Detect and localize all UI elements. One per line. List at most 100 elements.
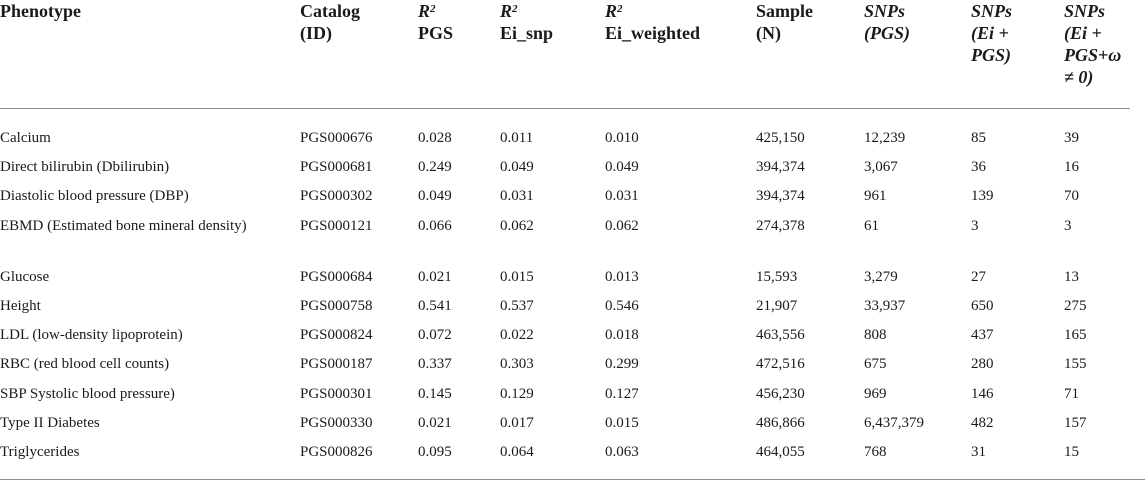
cell-sample: 21,907	[756, 297, 798, 314]
cell-r2-ei-weighted: 0.031	[605, 188, 639, 205]
cell-r2-ei-weighted: 0.013	[605, 268, 639, 285]
cell-r2-pgs: 0.049	[418, 188, 452, 205]
cell-r2-pgs: 0.066	[418, 217, 452, 234]
table-row: Direct bilirubin (Dbilirubin) PGS000681 0.…	[0, 157, 1130, 186]
cell-phenotype: RBC (red blood cell counts)	[0, 356, 170, 373]
header-text: (ID)	[300, 23, 332, 43]
header-text: SNPs	[864, 1, 906, 21]
header-text: ≠ 0)	[1064, 67, 1094, 87]
cell-snps-pgs: 808	[864, 327, 887, 344]
cell-sample: 274,378	[756, 217, 805, 234]
header-text: (Ei +	[971, 23, 1009, 43]
cell-snps-ei-pgs: 146	[971, 385, 994, 402]
cell-snps-ei-pgs-omega: 13	[1064, 268, 1079, 285]
cell-r2-ei-weighted: 0.049	[605, 159, 639, 175]
header-row: Phenotype Catalog (ID) R2 PGS R2 Ei_snp …	[0, 0, 1130, 109]
header-r2-symbol: R2	[418, 1, 436, 21]
header-text: SNPs	[1064, 1, 1106, 21]
cell-r2-ei-snp: 0.537	[500, 297, 534, 314]
cell-r2-ei-snp: 0.022	[500, 327, 534, 344]
cell-catalog: PGS000301	[300, 385, 373, 402]
cell-r2-pgs: 0.145	[418, 385, 452, 402]
cell-snps-ei-pgs-omega: 157	[1064, 415, 1087, 432]
cell-r2-ei-weighted: 0.299	[605, 356, 639, 373]
cell-snps-pgs: 3,067	[864, 159, 898, 175]
table-row: LDL (low-density lipoprotein) PGS000824 0.…	[0, 325, 1130, 354]
cell-r2-ei-snp: 0.011	[500, 130, 534, 146]
cell-sample: 15,593	[756, 268, 798, 285]
cell-sample: 425,150	[756, 130, 805, 146]
header-text: PGS)	[971, 45, 1011, 65]
table-row: Type II Diabetes PGS000330 0.021 0.017 0.015…	[0, 413, 1130, 442]
header-text: (N)	[756, 23, 781, 43]
cell-snps-ei-pgs: 482	[971, 415, 994, 432]
cell-r2-ei-snp: 0.015	[500, 268, 534, 285]
cell-catalog: PGS000121	[300, 217, 373, 234]
cell-r2-ei-snp: 0.017	[500, 415, 534, 432]
cell-snps-ei-pgs-omega: 39	[1064, 130, 1079, 146]
cell-snps-pgs: 6,437,379	[864, 415, 924, 432]
header-snps-ei-pgs: SNPs (Ei + PGS)	[971, 0, 1064, 109]
cell-phenotype: Calcium	[0, 130, 51, 146]
cell-r2-ei-weighted: 0.018	[605, 327, 639, 344]
cell-snps-ei-pgs-omega: 15	[1064, 444, 1079, 461]
header-text: Ei_snp	[500, 23, 554, 43]
cell-snps-ei-pgs-omega: 71	[1064, 385, 1079, 402]
cell-snps-pgs: 3,279	[864, 268, 898, 285]
header-text: Sample	[756, 1, 814, 21]
table-row: SBP Systolic blood pressure) PGS000301 0.1…	[0, 384, 1130, 413]
cell-r2-ei-weighted: 0.063	[605, 444, 639, 461]
cell-snps-ei-pgs-omega: 3	[1064, 217, 1072, 234]
header-r2-ei-weighted: R2 Ei_weighted	[605, 0, 756, 109]
cell-r2-ei-weighted: 0.546	[605, 297, 639, 314]
header-text: Catalog	[300, 1, 360, 21]
cell-r2-pgs: 0.249	[418, 159, 452, 175]
header-r2-ei-snp: R2 Ei_snp	[500, 0, 605, 109]
cell-r2-ei-snp: 0.049	[500, 159, 534, 175]
table-row: Diastolic blood pressure (DBP) PGS000302 0…	[0, 186, 1130, 215]
cell-sample: 472,516	[756, 356, 805, 373]
cell-sample: 394,374	[756, 188, 805, 205]
cell-phenotype: Type II Diabetes	[0, 415, 100, 432]
cell-snps-pgs: 12,239	[864, 130, 906, 146]
cell-r2-pgs: 0.337	[418, 356, 452, 373]
cell-r2-pgs: 0.021	[418, 268, 452, 285]
cell-catalog: PGS000187	[300, 356, 373, 373]
cell-catalog: PGS000684	[300, 268, 373, 285]
cell-r2-pgs: 0.095	[418, 444, 452, 461]
header-text: PGS	[418, 23, 454, 43]
cell-r2-pgs: 0.072	[418, 327, 452, 344]
table-row: Triglycerides PGS000826 0.095 0.064 0.063 464…	[0, 442, 1130, 472]
cell-sample: 464,055	[756, 444, 805, 461]
table-row: RBC (red blood cell counts) PGS000187 0.33…	[0, 354, 1130, 383]
table-header: Phenotype Catalog (ID) R2 PGS R2 Ei_snp …	[0, 0, 1130, 109]
cell-catalog: PGS000302	[300, 188, 373, 205]
cell-sample: 394,374	[756, 159, 805, 175]
cell-snps-ei-pgs: 27	[971, 268, 986, 285]
cell-catalog: PGS000330	[300, 415, 373, 432]
cell-r2-ei-snp: 0.031	[500, 188, 534, 205]
cell-snps-ei-pgs-omega: 155	[1064, 356, 1087, 373]
table-row: Calcium PGS000676 0.028 0.011 0.010 425,150 12…	[0, 109, 1130, 158]
cell-r2-ei-weighted: 0.062	[605, 217, 639, 234]
cell-phenotype: Triglycerides	[0, 444, 80, 461]
cell-r2-ei-weighted: 0.015	[605, 415, 639, 432]
cell-snps-ei-pgs: 650	[971, 297, 994, 314]
cell-snps-ei-pgs: 31	[971, 444, 986, 461]
header-text: (PGS)	[864, 23, 910, 43]
header-text: (Ei +	[1064, 23, 1102, 43]
phenotype-table: Phenotype Catalog (ID) R2 PGS R2 Ei_snp …	[0, 0, 1130, 472]
cell-snps-pgs: 961	[864, 188, 887, 205]
header-r2-symbol: R2	[605, 1, 623, 21]
cell-snps-ei-pgs: 3	[971, 217, 979, 234]
table-row: Height PGS000758 0.541 0.537 0.546 21,907 33,9…	[0, 296, 1130, 325]
cell-snps-ei-pgs-omega: 70	[1064, 188, 1079, 205]
cell-snps-ei-pgs-omega: 275	[1064, 297, 1087, 314]
cell-sample: 456,230	[756, 385, 805, 402]
header-text: PGS+ω	[1064, 45, 1122, 65]
cell-catalog: PGS000758	[300, 297, 373, 314]
cell-snps-ei-pgs: 437	[971, 327, 994, 344]
header-text: Ei_weighted	[605, 23, 701, 43]
header-snps-pgs: SNPs (PGS)	[864, 0, 971, 109]
